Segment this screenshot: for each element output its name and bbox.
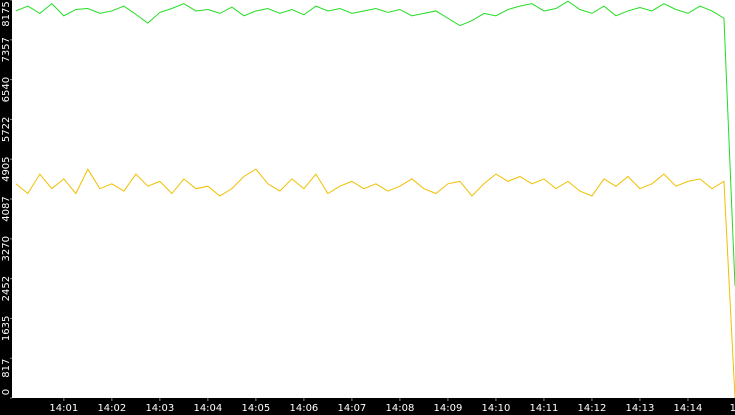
x-tick-label: 14:08 bbox=[385, 403, 414, 414]
y-tick-label: 4087 bbox=[1, 196, 12, 221]
x-tick-label: 14:04 bbox=[193, 403, 222, 414]
x-tick-label: 14:02 bbox=[97, 403, 126, 414]
x-tick-label: 14:11 bbox=[530, 403, 559, 414]
x-tick-label: 14:10 bbox=[482, 403, 511, 414]
y-tick-label: 2452 bbox=[1, 276, 12, 301]
x-tick-label: 14:03 bbox=[145, 403, 174, 414]
y-tick-label: 4905 bbox=[1, 156, 12, 181]
x-tick-label: 14:14 bbox=[674, 403, 703, 414]
x-tick-label: 14:06 bbox=[289, 403, 318, 414]
series-line bbox=[15, 168, 735, 399]
y-tick-label: 3270 bbox=[1, 236, 12, 261]
x-tick-label: 14 bbox=[730, 403, 735, 414]
x-axis-band bbox=[0, 398, 735, 415]
x-tick-label: 14:05 bbox=[241, 403, 270, 414]
y-tick-label: 1635 bbox=[1, 316, 12, 341]
y-tick-label: 7357 bbox=[1, 37, 12, 62]
y-tick-label: 817 bbox=[1, 359, 12, 378]
x-tick-label: 14:09 bbox=[433, 403, 462, 414]
x-tick-label: 14:01 bbox=[49, 403, 78, 414]
y-tick-label: 8175 bbox=[1, 1, 12, 26]
y-tick-label: 6540 bbox=[1, 77, 12, 102]
x-tick-label: 14:12 bbox=[578, 403, 607, 414]
y-tick-label: 5722 bbox=[1, 117, 12, 142]
x-tick-label: 14:13 bbox=[626, 403, 655, 414]
series-line bbox=[15, 0, 735, 287]
x-tick-label: 14:07 bbox=[337, 403, 366, 414]
y-tick-label: 0 bbox=[1, 389, 12, 395]
y-axis-band bbox=[0, 0, 12, 415]
